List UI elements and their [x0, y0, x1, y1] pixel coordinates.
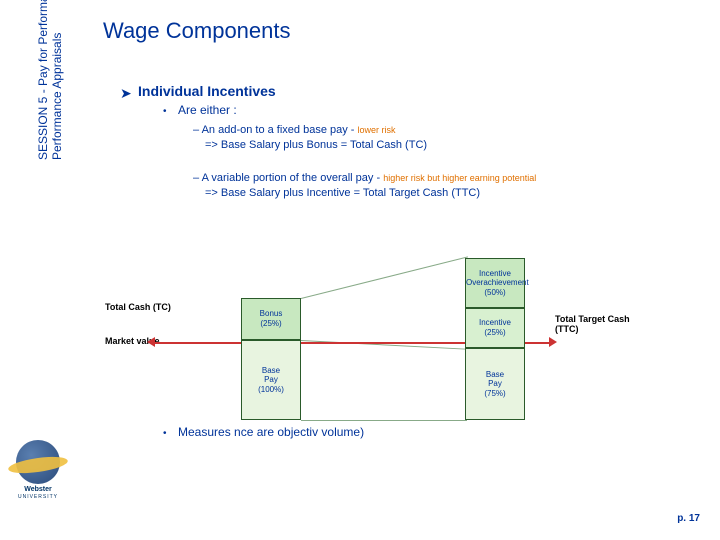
logo-sub: UNIVERSITY: [18, 494, 58, 500]
block-incentive: Incentive (25%): [465, 308, 525, 348]
subpoint-2-result: => Base Salary plus Incentive = Total Ta…: [205, 187, 480, 199]
sidebar-line2: Performance Appraisals: [50, 0, 64, 160]
base2-l1: Base: [466, 370, 524, 380]
intro-text: Are either :: [178, 103, 237, 117]
sub2-text: A variable portion of the overall pay -: [202, 172, 381, 184]
webster-logo: Webster UNIVERSITY: [8, 440, 68, 496]
subpoint-1: – An add-on to a fixed base pay - lower …: [193, 124, 396, 136]
base1-l2: Pay: [242, 375, 300, 385]
block-bonus: Bonus (25%): [241, 298, 301, 340]
incent-l2: (25%): [466, 328, 524, 338]
sub1-text: An add-on to a fixed base pay -: [202, 124, 355, 136]
block-basepay-right: Base Pay (75%): [465, 348, 525, 420]
sub1-risk: lower risk: [358, 125, 396, 135]
swoosh-icon: [7, 454, 68, 476]
connector-line-1: [301, 256, 468, 299]
bonus-pct: (25%): [242, 319, 300, 329]
label-total-cash: Total Cash (TC): [105, 302, 171, 312]
over-l1: Incentive: [466, 269, 524, 279]
logo-text: Webster UNIVERSITY: [8, 486, 68, 500]
block-overachievement: Incentive Overachievement (50%): [465, 258, 525, 308]
sub2-risk: higher risk but higher earning potential: [383, 173, 536, 183]
incent-l1: Incentive: [466, 318, 524, 328]
measures-text-occluded: Measures nce are objectiv volume): [178, 425, 364, 439]
base1-l1: Base: [242, 366, 300, 376]
arrow-right-icon: [549, 337, 557, 347]
bonus-label: Bonus: [242, 309, 300, 319]
over-l3: (50%): [466, 288, 524, 298]
subpoint-2: – A variable portion of the overall pay …: [193, 172, 536, 184]
base1-l3: (100%): [242, 385, 300, 395]
logo-name: Webster: [24, 486, 52, 493]
bullet-dot-icon: •: [163, 106, 167, 117]
section-heading: Individual Incentives: [138, 83, 276, 99]
base2-l3: (75%): [466, 389, 524, 399]
label-total-target-cash: Total Target Cash (TTC): [555, 314, 635, 334]
session-sidebar: SESSION 5 - Pay for Performance Performa…: [36, 0, 65, 160]
base2-l2: Pay: [466, 379, 524, 389]
over-l2: Overachievement: [466, 278, 524, 288]
connector-line-3: [301, 420, 467, 421]
globe-icon: [16, 440, 60, 484]
sidebar-line1: SESSION 5 - Pay for Performance: [36, 0, 50, 160]
slide-title: Wage Components: [103, 18, 291, 44]
block-basepay-left: Base Pay (100%): [241, 340, 301, 420]
bullet-dot-icon: •: [163, 428, 167, 439]
arrow-left-icon: [147, 337, 155, 347]
arrow-bullet-icon: ➤: [120, 85, 132, 102]
compensation-diagram: Total Cash (TC) Market value Total Targe…: [155, 250, 635, 430]
subpoint-1-result: => Base Salary plus Bonus = Total Cash (…: [205, 139, 427, 151]
page-number: p. 17: [677, 513, 700, 524]
